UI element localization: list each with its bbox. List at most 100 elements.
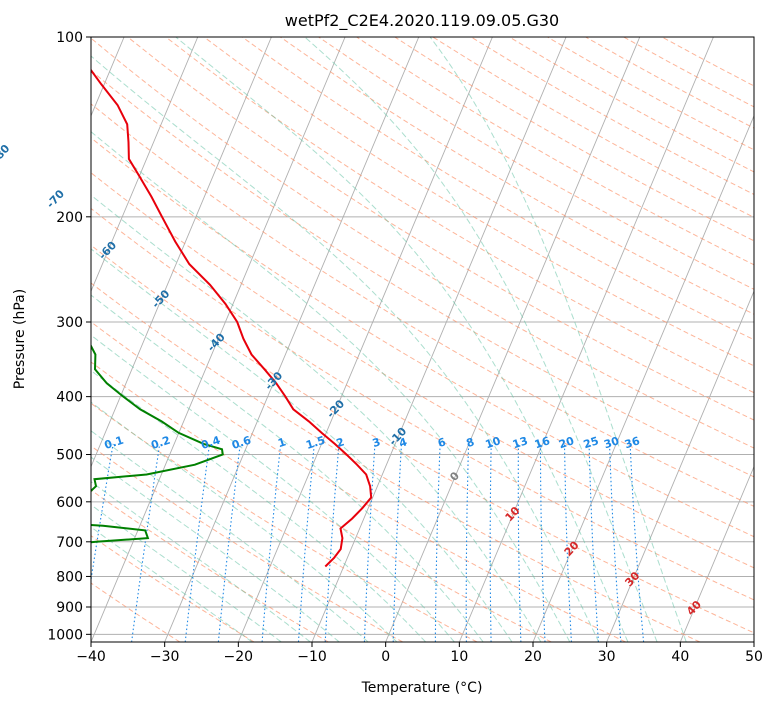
mixing-ratio-label: 0.6 [230, 434, 253, 452]
isotherm-label: -20 [324, 397, 347, 421]
mixing-ratio-line [629, 443, 645, 642]
y-tick-label: 100 [56, 30, 83, 46]
moist-adiabat-line [175, 37, 629, 642]
mixing-ratio-label: 8 [465, 435, 476, 450]
moist-adiabat-line [91, 334, 455, 642]
y-tick-label: 200 [56, 210, 83, 226]
mixing-ratio-line [608, 443, 622, 642]
mixing-ratio-label: 16 [533, 434, 552, 451]
isotherm-label: 10 [503, 504, 523, 524]
moist-adiabat-line [91, 401, 398, 642]
dry-adiabat-line [432, 37, 754, 218]
y-tick-label: 300 [56, 315, 83, 331]
mixing-ratio-label: 0.4 [199, 434, 222, 452]
grid-layer [91, 37, 754, 642]
annotation-layer: -100-90-80-70-60-50-40-30-20-100.10.20.4… [0, 142, 704, 618]
moist-adiabat-line [91, 131, 571, 642]
moist-adiabat-line [91, 504, 282, 642]
mixing-ratio-label: 4 [397, 435, 409, 450]
axis-layer: −40 −30 −20 −10 0 10 20 30 40 5010020030040050060… [47, 30, 763, 665]
moist-adiabat-line [91, 481, 311, 642]
moist-adiabat-line [91, 194, 542, 642]
mixing-ratio-label: 0.2 [149, 434, 172, 452]
x-tick-label: 50 [745, 649, 763, 665]
mixing-ratio-line [324, 443, 340, 642]
series-line-temperature [91, 68, 373, 568]
y-axis-label: Pressure (hPa) [12, 289, 28, 389]
mixing-ratio-label: 20 [557, 434, 576, 451]
dry-adiabat-line [91, 207, 754, 601]
dry-adiabat-line [91, 445, 403, 642]
moist-adiabat-line [91, 248, 513, 642]
dry-adiabat-line [91, 361, 552, 642]
y-tick-label: 700 [56, 535, 83, 551]
mixing-ratio-label: 25 [582, 434, 601, 451]
isotherm-line [532, 114, 754, 642]
isotherm-label: 40 [684, 598, 704, 618]
moist-adiabat-line [429, 37, 687, 642]
isotherm-label: -30 [262, 369, 285, 393]
isotherm-line [385, 37, 641, 642]
moist-adiabat-line [304, 37, 658, 642]
moist-adiabat-line [91, 430, 369, 642]
isotherm-line [91, 37, 199, 293]
mixing-ratio-line [392, 443, 403, 642]
mixing-ratio-label: 30 [602, 434, 621, 451]
plot-frame [90, 36, 755, 643]
y-tick-label: 900 [56, 600, 83, 616]
mixing-ratio-label: 10 [484, 434, 503, 451]
isotherm-line [753, 640, 754, 642]
moist-adiabat-line [91, 526, 253, 642]
mixing-ratio-label: 2 [335, 435, 346, 450]
dry-adiabat-line [585, 37, 754, 129]
mixing-ratio-label: 36 [623, 434, 642, 451]
reference-lines-layer [91, 37, 754, 642]
dry-adiabat-line [91, 37, 754, 449]
mixing-ratio-line [217, 443, 241, 642]
isotherm-label: -80 [0, 142, 13, 166]
isotherm-line [458, 37, 714, 642]
mixing-ratio-line [184, 443, 211, 642]
moist-adiabat-line [91, 456, 340, 642]
mixing-ratio-line [465, 443, 470, 642]
dry-adiabat-line [91, 244, 754, 634]
isotherm-label: -40 [205, 330, 228, 354]
moist-adiabat-line [91, 294, 484, 642]
y-tick-label: 500 [56, 448, 83, 464]
isotherm-label: 0 [447, 469, 462, 484]
x-tick-label: 40 [671, 649, 689, 665]
mixing-ratio-line [489, 443, 492, 642]
mixing-ratio-line [539, 443, 546, 642]
x-tick-label: 20 [524, 649, 542, 665]
mixing-ratio-line [588, 443, 599, 642]
series-layer [91, 68, 373, 568]
moist-adiabat-line [91, 369, 426, 642]
mixing-ratio-line [131, 443, 161, 642]
x-tick-label: −20 [224, 649, 254, 665]
mixing-ratio-line [261, 443, 282, 642]
isotherm-line [311, 37, 567, 642]
y-tick-label: 800 [56, 569, 83, 585]
dry-adiabat-line [241, 37, 754, 341]
mixing-ratio-label: 3 [371, 435, 382, 450]
mixing-ratio-line [363, 443, 376, 642]
x-tick-label: 30 [598, 649, 616, 665]
mixing-ratio-label: 6 [436, 435, 448, 450]
dry-adiabat-line [509, 37, 754, 173]
mixing-ratio-label: 1 [276, 435, 287, 450]
dry-adiabat-line [280, 37, 754, 315]
dry-adiabat-line [165, 37, 754, 394]
x-axis-label: Temperature (°C) [361, 680, 483, 696]
isotherm-line [606, 290, 754, 642]
dry-adiabat-line [91, 489, 329, 642]
mixing-ratio-label: 13 [511, 434, 530, 451]
dry-adiabat-line [91, 282, 701, 642]
isotherm-line [91, 37, 272, 468]
x-tick-label: 0 [381, 649, 390, 665]
series-line-dewpoint [91, 343, 224, 544]
mixing-ratio-line [563, 443, 572, 642]
isotherm-label: -60 [96, 239, 119, 263]
x-tick-label: −30 [150, 649, 180, 665]
mixing-ratio-line [91, 443, 114, 584]
isotherm-line [237, 37, 493, 642]
